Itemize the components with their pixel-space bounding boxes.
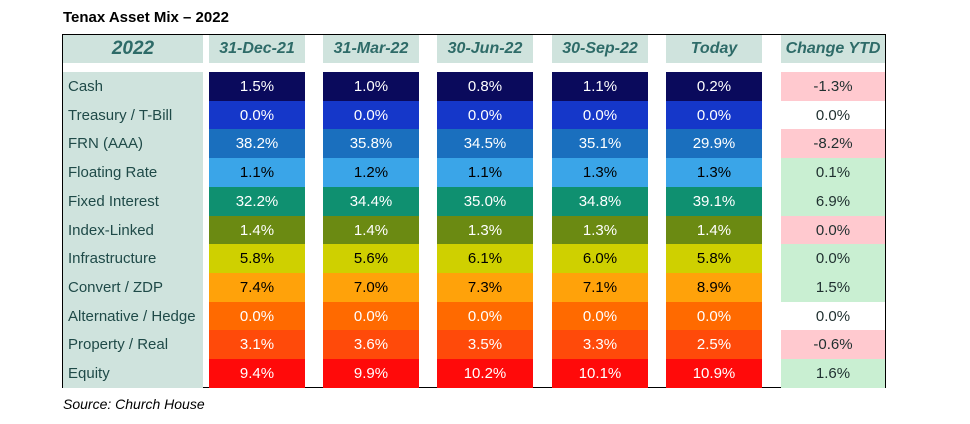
- value-cell: 34.8%: [552, 186, 648, 216]
- change-cell: -1.3%: [781, 72, 885, 102]
- row-label: Fixed Interest: [63, 186, 203, 216]
- source-note: Source: Church House: [63, 396, 205, 412]
- column-header: 30-Sep-22: [552, 35, 648, 63]
- value-cell: 1.3%: [437, 215, 533, 245]
- value-cell: 1.1%: [437, 158, 533, 188]
- value-cell: 0.0%: [437, 301, 533, 331]
- row-label: Cash: [63, 72, 203, 102]
- column-header: 31-Mar-22: [323, 35, 419, 63]
- column-header: Today: [666, 35, 762, 63]
- column-header-change: Change YTD: [781, 35, 885, 63]
- change-cell: 0.1%: [781, 158, 885, 188]
- value-cell: 34.5%: [437, 129, 533, 159]
- value-cell: 0.0%: [323, 100, 419, 130]
- value-cell: 0.2%: [666, 72, 762, 102]
- value-cell: 10.1%: [552, 359, 648, 389]
- value-cell: 35.1%: [552, 129, 648, 159]
- row-label: FRN (AAA): [63, 129, 203, 159]
- value-cell: 32.2%: [209, 186, 305, 216]
- value-cell: 0.0%: [552, 100, 648, 130]
- value-cell: 39.1%: [666, 186, 762, 216]
- value-cell: 3.6%: [323, 330, 419, 360]
- value-cell: 34.4%: [323, 186, 419, 216]
- row-label: Infrastructure: [63, 244, 203, 274]
- value-cell: 1.1%: [209, 158, 305, 188]
- change-cell: 1.5%: [781, 272, 885, 303]
- row-label: Equity: [63, 359, 203, 389]
- value-cell: 7.3%: [437, 272, 533, 303]
- value-cell: 1.4%: [666, 215, 762, 245]
- value-cell: 0.0%: [552, 301, 648, 331]
- value-cell: 1.1%: [552, 72, 648, 102]
- row-label: Alternative / Hedge: [63, 301, 203, 331]
- value-cell: 1.3%: [666, 158, 762, 188]
- column-header: 31-Dec-21: [209, 35, 305, 63]
- change-cell: -0.6%: [781, 330, 885, 360]
- change-cell: 0.0%: [781, 244, 885, 274]
- value-cell: 9.4%: [209, 359, 305, 389]
- value-cell: 6.0%: [552, 244, 648, 274]
- row-label: Index-Linked: [63, 215, 203, 245]
- value-cell: 35.0%: [437, 186, 533, 216]
- value-cell: 0.0%: [323, 301, 419, 331]
- change-cell: 0.0%: [781, 100, 885, 130]
- value-cell: 0.0%: [209, 301, 305, 331]
- value-cell: 1.2%: [323, 158, 419, 188]
- value-cell: 0.0%: [209, 100, 305, 130]
- value-cell: 3.5%: [437, 330, 533, 360]
- row-label: Convert / ZDP: [63, 272, 203, 303]
- value-cell: 1.3%: [552, 215, 648, 245]
- change-cell: 0.0%: [781, 301, 885, 331]
- value-cell: 7.0%: [323, 272, 419, 303]
- value-cell: 6.1%: [437, 244, 533, 274]
- value-cell: 1.3%: [552, 158, 648, 188]
- value-cell: 0.0%: [666, 100, 762, 130]
- value-cell: 35.8%: [323, 129, 419, 159]
- value-cell: 5.6%: [323, 244, 419, 274]
- change-cell: 6.9%: [781, 186, 885, 216]
- value-cell: 10.2%: [437, 359, 533, 389]
- change-cell: 1.6%: [781, 359, 885, 389]
- value-cell: 38.2%: [209, 129, 305, 159]
- value-cell: 8.9%: [666, 272, 762, 303]
- value-cell: 2.5%: [666, 330, 762, 360]
- value-cell: 0.0%: [437, 100, 533, 130]
- value-cell: 7.1%: [552, 272, 648, 303]
- value-cell: 0.0%: [666, 301, 762, 331]
- value-cell: 10.9%: [666, 359, 762, 389]
- page-title: Tenax Asset Mix – 2022: [63, 9, 229, 26]
- value-cell: 1.4%: [323, 215, 419, 245]
- value-cell: 29.9%: [666, 129, 762, 159]
- change-cell: -8.2%: [781, 129, 885, 159]
- value-cell: 3.1%: [209, 330, 305, 360]
- column-header: 30-Jun-22: [437, 35, 533, 63]
- row-label: Property / Real: [63, 330, 203, 360]
- value-cell: 1.4%: [209, 215, 305, 245]
- value-cell: 5.8%: [666, 244, 762, 274]
- header-year: 2022: [63, 35, 203, 63]
- value-cell: 7.4%: [209, 272, 305, 303]
- value-cell: 0.8%: [437, 72, 533, 102]
- value-cell: 3.3%: [552, 330, 648, 360]
- row-label: Floating Rate: [63, 158, 203, 188]
- change-cell: 0.0%: [781, 215, 885, 245]
- value-cell: 1.0%: [323, 72, 419, 102]
- row-label: Treasury / T-Bill: [63, 100, 203, 130]
- value-cell: 1.5%: [209, 72, 305, 102]
- value-cell: 9.9%: [323, 359, 419, 389]
- value-cell: 5.8%: [209, 244, 305, 274]
